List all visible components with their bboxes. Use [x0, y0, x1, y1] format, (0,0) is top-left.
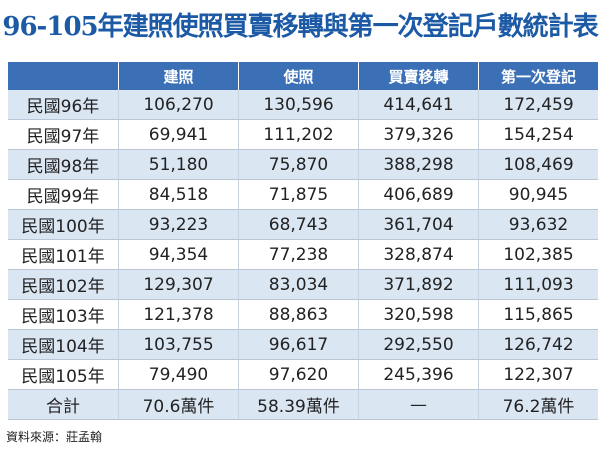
table-cell: 129,307 [118, 270, 238, 299]
table-cell: 71,875 [238, 180, 358, 209]
table-cell: 88,863 [238, 300, 358, 329]
table-cell: 84,518 [118, 180, 238, 209]
row-label: 民國97年 [26, 127, 100, 147]
table-cell: 414,641 [358, 90, 478, 119]
table-cell: 102,385 [478, 240, 598, 269]
table-cell: 77,238 [238, 240, 358, 269]
row-label: 民國102年 [21, 277, 105, 297]
table-cell: 122,307 [478, 360, 598, 389]
table-cell: 320,598 [358, 300, 478, 329]
table-cell: 93,632 [478, 210, 598, 239]
row-label: 民國105年 [21, 367, 105, 387]
table-cell: 94,354 [118, 240, 238, 269]
table-cell: 328,874 [358, 240, 478, 269]
table-cell: 51,180 [118, 150, 238, 179]
table-cell: 93,223 [118, 210, 238, 239]
table-row: 民國96年 106,270 130,596 414,641 172,459 [8, 90, 598, 120]
row-label: 民國99年 [26, 187, 100, 207]
table-row: 民國104年 103,755 96,617 292,550 126,742 [8, 330, 598, 360]
table-row: 民國98年 51,180 75,870 388,298 108,469 [8, 150, 598, 180]
column-header: 使照 [238, 62, 358, 90]
table-cell: 103,755 [118, 330, 238, 359]
table-cell: 111,093 [478, 270, 598, 299]
table-cell: 111,202 [238, 120, 358, 149]
table-cell: 75,870 [238, 150, 358, 179]
table: 建照 使照 買賣移轉 第一次登記 民國96年 106,270 130,596 414,641 1… [8, 62, 598, 420]
table-cell: 70.6萬件 [118, 390, 238, 419]
table-cell: 371,892 [358, 270, 478, 299]
table-cell: 245,396 [358, 360, 478, 389]
row-label: 民國98年 [26, 157, 100, 177]
column-header [8, 62, 118, 90]
table-cell: 96,617 [238, 330, 358, 359]
table-row: 民國100年 93,223 68,743 361,704 93,632 [8, 210, 598, 240]
table-cell: 76.2萬件 [478, 390, 598, 419]
table-cell: 379,326 [358, 120, 478, 149]
table-cell: 68,743 [238, 210, 358, 239]
table-cell: 172,459 [478, 90, 598, 119]
table-cell: 90,945 [478, 180, 598, 209]
table-cell: 83,034 [238, 270, 358, 299]
table-cell: 126,742 [478, 330, 598, 359]
table-cell: 388,298 [358, 150, 478, 179]
table-cell: 108,469 [478, 150, 598, 179]
table-cell: 292,550 [358, 330, 478, 359]
header-row: 建照 使照 買賣移轉 第一次登記 [8, 62, 598, 90]
table-row: 民國101年 94,354 77,238 328,874 102,385 [8, 240, 598, 270]
table-row: 民國102年 129,307 83,034 371,892 111,093 [8, 270, 598, 300]
row-label: 民國103年 [21, 307, 105, 327]
table-cell: 406,689 [358, 180, 478, 209]
column-header: 建照 [118, 62, 238, 90]
table-row: 民國97年 69,941 111,202 379,326 154,254 [8, 120, 598, 150]
row-label: 民國101年 [21, 247, 105, 267]
table-cell: 69,941 [118, 120, 238, 149]
table-row: 民國99年 84,518 71,875 406,689 90,945 [8, 180, 598, 210]
table-cell: — [358, 390, 478, 419]
row-label: 民國104年 [21, 337, 105, 357]
table-row: 合計 70.6萬件 58.39萬件 —76.2萬件 [8, 390, 598, 420]
table-row: 民國105年 79,490 97,620 245,396 122,307 [8, 360, 598, 390]
table-cell: 154,254 [478, 120, 598, 149]
table-row: 民國103年 121,378 88,863 320,598 115,865 [8, 300, 598, 330]
column-header: 買賣移轉 [358, 62, 478, 90]
table-cell: 121,378 [118, 300, 238, 329]
row-label: 民國96年 [26, 97, 100, 117]
row-label: 合計 [46, 397, 80, 417]
table-cell: 58.39萬件 [238, 390, 358, 419]
source: 資料來源：莊孟翰 [6, 430, 103, 444]
table-cell: 361,704 [358, 210, 478, 239]
column-header: 第一次登記 [478, 62, 598, 90]
row-label: 民國100年 [21, 217, 105, 237]
table-cell: 130,596 [238, 90, 358, 119]
table-cell: 106,270 [118, 90, 238, 119]
table-cell: 79,490 [118, 360, 238, 389]
table-cell: 97,620 [238, 360, 358, 389]
table-cell: 115,865 [478, 300, 598, 329]
title: 96-105年建照使照買賣移轉與第一次登記戶數統計表 [2, 12, 598, 42]
